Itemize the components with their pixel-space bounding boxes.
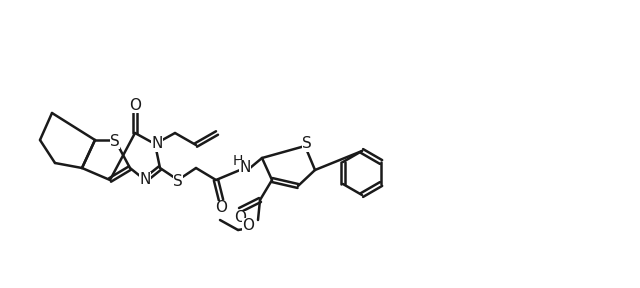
Text: H: H bbox=[233, 154, 243, 168]
Text: O: O bbox=[215, 200, 227, 215]
Text: N: N bbox=[151, 137, 163, 151]
Text: N: N bbox=[239, 160, 251, 175]
Text: O: O bbox=[129, 98, 141, 113]
Text: S: S bbox=[110, 134, 120, 149]
Text: O: O bbox=[242, 217, 254, 232]
Text: S: S bbox=[302, 137, 312, 151]
Text: O: O bbox=[234, 211, 246, 226]
Text: S: S bbox=[173, 173, 183, 189]
Text: N: N bbox=[140, 171, 150, 187]
